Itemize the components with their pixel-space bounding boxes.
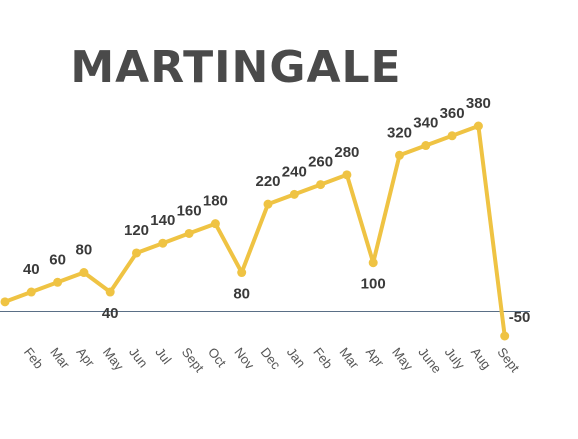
data-point — [26, 287, 36, 297]
data-point — [395, 150, 404, 160]
data-label: 380 — [466, 95, 491, 112]
data-label: 260 — [308, 154, 333, 171]
x-tick-label: May — [100, 345, 127, 374]
data-point — [210, 219, 220, 229]
data-label: 320 — [387, 124, 412, 141]
data-label: 160 — [177, 202, 202, 219]
data-label: 120 — [124, 222, 149, 239]
x-tick-label: Mar — [47, 345, 73, 372]
chart-title: MARTINGALE — [70, 42, 401, 93]
data-label: 40 — [23, 261, 40, 278]
data-point — [132, 248, 141, 258]
data-point — [158, 238, 168, 248]
data-line — [4, 124, 507, 337]
data-label: 80 — [76, 242, 93, 259]
data-point — [105, 287, 115, 297]
data-label: 180 — [203, 193, 228, 210]
data-label: 240 — [282, 163, 307, 180]
data-label: 100 — [361, 276, 386, 293]
data-label: 220 — [255, 173, 280, 190]
x-tick-label: Oct — [205, 345, 230, 370]
data-label: 360 — [440, 105, 465, 122]
x-tick-label: Apr — [74, 345, 99, 371]
data-point — [473, 121, 483, 131]
data-label: 340 — [413, 115, 438, 132]
data-point — [263, 199, 273, 209]
data-label: 60 — [49, 251, 66, 268]
data-label: 80 — [233, 286, 250, 303]
x-tick-label: Feb — [21, 345, 47, 372]
x-tick-label: July — [442, 345, 468, 373]
x-tick-label: Jul — [152, 345, 174, 367]
x-tick-label: Aug — [468, 345, 494, 372]
x-tick-label: Sept — [179, 345, 208, 376]
data-label: -50 — [509, 309, 531, 326]
x-tick-label: June — [415, 345, 444, 376]
data-point — [342, 170, 352, 180]
data-point — [53, 277, 63, 287]
data-label: 40 — [102, 305, 119, 322]
x-tick-label: Sept — [494, 345, 523, 376]
x-tick-label: Apr — [363, 345, 388, 371]
data-point — [0, 297, 10, 307]
x-tick-label: Jun — [126, 345, 151, 371]
x-tick-label: Dec — [258, 345, 284, 373]
data-point — [316, 180, 326, 190]
data-point — [289, 189, 299, 199]
data-point — [237, 268, 247, 278]
data-point — [447, 131, 457, 141]
data-label: 280 — [334, 144, 359, 161]
x-tick-label: Jan — [284, 345, 309, 371]
data-point — [184, 228, 194, 238]
x-tick-label: Nov — [231, 345, 257, 373]
data-point — [500, 331, 510, 341]
data-point — [368, 258, 378, 268]
data-label: 140 — [150, 212, 175, 229]
data-point — [421, 141, 431, 151]
x-tick-label: Feb — [310, 345, 336, 372]
x-tick-label: May — [389, 345, 416, 374]
x-tick-label: Mar — [337, 345, 363, 372]
data-point — [79, 268, 89, 278]
